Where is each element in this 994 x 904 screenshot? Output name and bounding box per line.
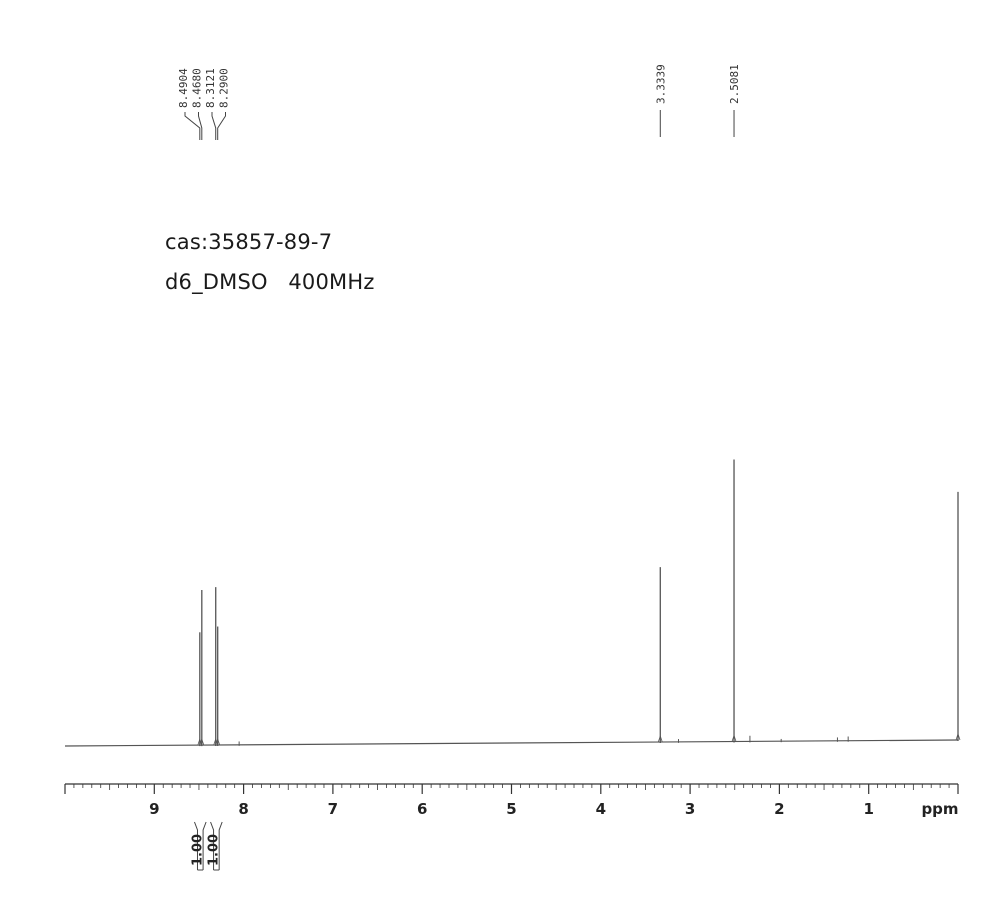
integral-bracket	[210, 821, 223, 871]
x-tick-label: 5	[506, 800, 516, 818]
solvent-frequency-label: d6_DMSO 400MHz	[165, 270, 375, 294]
peak-base-right	[957, 733, 961, 741]
peak-base-right	[217, 738, 221, 746]
x-tick-label: 2	[774, 800, 784, 818]
peak-shift-label: 3.3339	[654, 64, 667, 104]
peak-base-right	[659, 735, 663, 743]
peak-base-right	[201, 738, 205, 746]
peak-base-right	[733, 735, 737, 742]
peak-shift-label: 2.5081	[728, 64, 741, 104]
cas-number-label: cas:35857-89-7	[165, 230, 333, 254]
x-tick-label: 4	[596, 800, 606, 818]
x-tick-label: 7	[328, 800, 338, 818]
peak-base-left	[213, 738, 217, 746]
peak-shift-label: 8.2900	[218, 68, 231, 108]
peak-label-connector	[184, 112, 201, 140]
peak-shift-label: 8.4904	[177, 68, 190, 108]
peak-shift-label: 8.4680	[191, 68, 204, 108]
peak-base-left	[199, 738, 203, 746]
x-axis-unit-label: ppm	[921, 800, 958, 818]
x-tick-label: 8	[238, 800, 248, 818]
peak-label-connector	[217, 112, 226, 140]
peak-base-left	[731, 735, 735, 742]
peak-shift-label: 8.3121	[204, 68, 217, 108]
peak-label-connector	[198, 112, 203, 140]
peak-label-connector	[211, 112, 217, 140]
integral-value: 1.00	[206, 834, 221, 866]
peak-base-left	[215, 738, 219, 746]
integral-bracket	[194, 821, 207, 871]
peak-base-left	[197, 738, 201, 746]
x-tick-label: 1	[863, 800, 873, 818]
peak-base-left	[955, 733, 959, 741]
x-tick-label: 6	[417, 800, 427, 818]
x-tick-label: 3	[685, 800, 695, 818]
peak-base-left	[657, 735, 661, 743]
x-tick-label: 9	[149, 800, 159, 818]
integral-value: 1.00	[190, 834, 205, 866]
